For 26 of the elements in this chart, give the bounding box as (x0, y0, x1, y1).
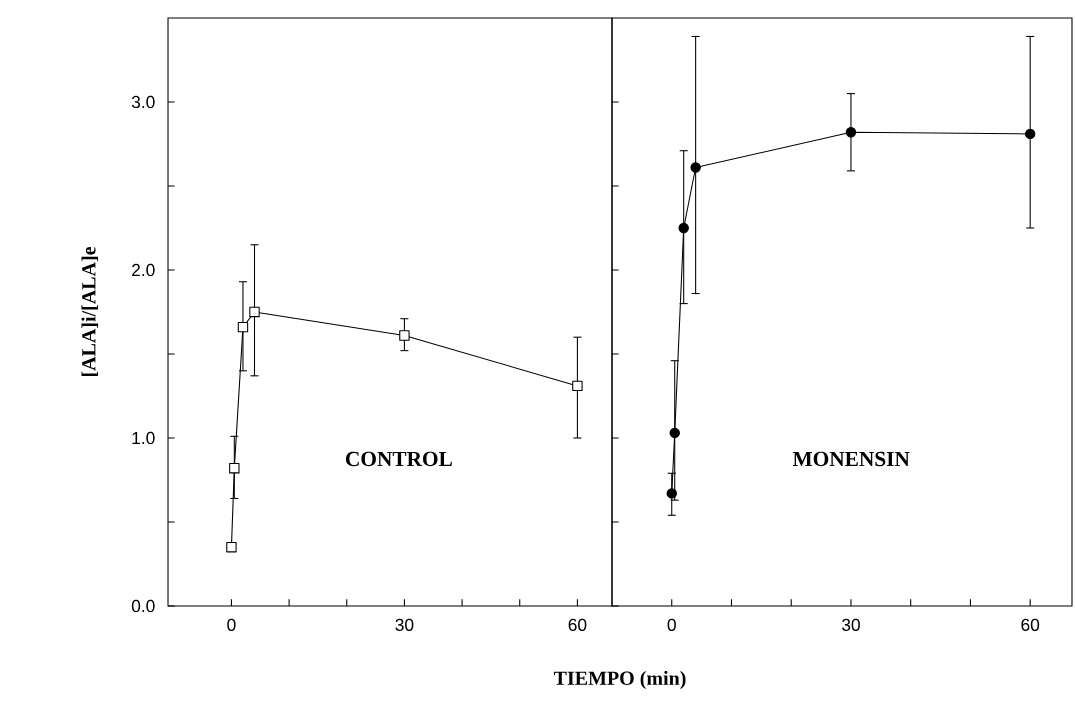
x-tick-label: 0 (667, 618, 676, 631)
point (678, 222, 689, 234)
point (226, 541, 237, 553)
point (229, 463, 240, 474)
point (690, 162, 701, 173)
y-tick-label: 1.0 (132, 431, 155, 445)
x-tick-label: 30 (395, 618, 414, 631)
point (1024, 128, 1036, 140)
point (249, 306, 260, 318)
y-tick-label: 2.0 (132, 263, 155, 277)
point (845, 127, 857, 138)
x-axis-title: TIEMPO (min) (553, 670, 686, 690)
annotation: MONENSIN (792, 451, 910, 467)
y-tick-label: 3.0 (131, 95, 155, 109)
point (572, 380, 583, 392)
point (399, 330, 410, 341)
point (666, 488, 677, 499)
y-axis-title: [ALA]i/[ALA]e (81, 246, 99, 377)
x-tick-label: 0 (227, 618, 236, 631)
y-tick-label: 0.0 (131, 599, 155, 613)
annotation: CONTROL (346, 451, 452, 467)
point (669, 427, 680, 439)
x-tick-label: 60 (1021, 618, 1040, 631)
x-tick-label: 30 (841, 618, 860, 631)
point (237, 321, 249, 333)
x-tick-label: 60 (568, 618, 587, 631)
